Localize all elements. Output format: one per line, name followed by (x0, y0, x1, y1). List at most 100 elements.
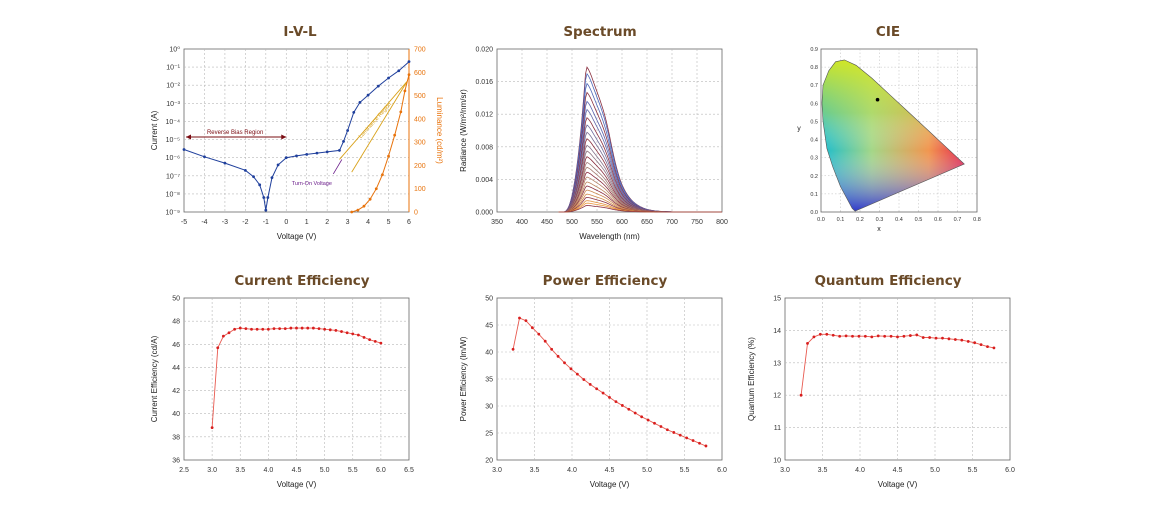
qe-y-tick-label: 14 (773, 328, 781, 335)
pe-point (659, 425, 663, 428)
cie-point (875, 97, 880, 102)
spectrum-curve (558, 196, 722, 213)
qe-point (915, 333, 919, 337)
pe-point (601, 391, 605, 395)
ivl-current-point (284, 156, 288, 160)
ce-point (323, 327, 327, 331)
ce-point (221, 334, 225, 338)
pe-point (685, 436, 689, 440)
pe-point (511, 347, 515, 351)
qe-point (902, 334, 906, 338)
ivl-current-point (305, 153, 309, 156)
spectrum-curve (558, 144, 722, 213)
spectrum-curve (558, 166, 722, 213)
cie-x-tick-label: 0.8 (973, 217, 981, 223)
qe-point (953, 338, 957, 341)
ce-x-tick-label: 5.0 (320, 467, 330, 474)
cie-x-tick-label: 0.3 (876, 217, 884, 223)
qe-x-tick-label: 4.5 (893, 467, 903, 474)
spectrum-curve (558, 100, 722, 213)
ce-point (216, 346, 220, 350)
ce-point (300, 326, 304, 330)
cie-x-axis-label: x (877, 226, 881, 233)
spectrum-curve (558, 66, 722, 213)
qe-point (992, 346, 996, 350)
spectrum-curve (558, 193, 722, 213)
qe-x-tick-label: 3.0 (780, 467, 790, 474)
qe-point (831, 333, 835, 337)
ce-x-tick-label: 2.5 (179, 467, 189, 474)
cie-y-tick-label: 0.4 (810, 138, 818, 144)
spectrum-x-tick-label: 650 (641, 219, 653, 226)
ivl-luminance-point (403, 89, 407, 93)
spectrum-curve (558, 161, 722, 213)
pe-point (646, 418, 650, 422)
ivl-luminance-point (368, 197, 372, 201)
qe-x-tick-label: 5.5 (968, 467, 978, 474)
cie-spectral-locus (821, 59, 965, 212)
pe-x-tick-label: 4.5 (605, 467, 615, 474)
qe-point (799, 393, 803, 397)
spectrum-x-tick-label: 800 (716, 219, 728, 226)
spectrum-curve (558, 176, 722, 213)
cie-plot-frame (820, 48, 978, 213)
ivl-current-point (346, 129, 350, 132)
pe-y-tick-label: 25 (485, 431, 493, 438)
ce-point (368, 338, 372, 342)
ce-y-tick-label: 44 (172, 365, 180, 372)
ce-point (255, 327, 259, 331)
ivl-current-point (407, 60, 411, 64)
ivl-luminance-region-line (339, 81, 408, 160)
qe-x-tick-label: 4.0 (855, 467, 865, 474)
ivl-luminance-region-label: Luminance Region (358, 102, 393, 140)
pe-point (543, 339, 547, 343)
ivl-y2-tick-label: 0 (414, 210, 418, 217)
ce-point (295, 326, 298, 330)
ivl-current-point (262, 196, 266, 199)
pe-point (575, 372, 579, 376)
spectrum-y-axis-label: Radiance (W/m²/nm/sr) (459, 89, 468, 172)
ivl-current-point (358, 101, 362, 104)
qe-point (806, 341, 809, 345)
ivl-reverse-bias-arrowhead-right (281, 134, 287, 140)
spectrum-y-tick-label: 0.012 (475, 112, 493, 119)
pe-y-tick-label: 20 (485, 458, 493, 465)
spectrum-curve (558, 205, 722, 213)
cie-y-tick-label: 0.2 (810, 174, 818, 180)
ce-point (238, 326, 242, 330)
ce-point (311, 326, 315, 330)
ivl-y-tick-label: 10⁻¹ (166, 65, 180, 72)
ivl-turn-on-label: Turn-On Voltage (292, 181, 332, 187)
ivl-luminance-point (399, 110, 403, 114)
spectrum-curve (558, 116, 722, 213)
pe-point (518, 316, 521, 320)
pe-point (608, 395, 611, 399)
ivl-y-tick-label: 10⁻⁵ (166, 137, 180, 144)
ivl-x-tick-label: 4 (366, 219, 370, 226)
qe-point (941, 336, 944, 340)
spectrum-x-tick-label: 750 (691, 219, 703, 226)
ivl-x-tick-label: -3 (222, 219, 228, 226)
pe-point (582, 378, 586, 381)
pe-y-tick-label: 40 (485, 350, 493, 357)
spectrum-x-tick-label: 450 (541, 219, 553, 226)
spectrum-x-axis-label: Wavelength (nm) (579, 232, 640, 241)
qe-y-tick-label: 15 (773, 296, 781, 303)
ivl-current-point (352, 110, 356, 114)
spectrum-title: Spectrum (563, 24, 637, 40)
qe-y-tick-label: 10 (773, 458, 781, 465)
cie-x-tick-label: 0.0 (817, 217, 825, 223)
cie-y-tick-label: 0.8 (810, 65, 818, 71)
spectrum-curve (558, 82, 722, 213)
spectrum-curve (558, 108, 722, 213)
ce-point (250, 327, 253, 331)
spectrum-curve (558, 91, 722, 213)
qe-point (960, 338, 964, 342)
pe-point (620, 404, 624, 407)
pe-x-tick-label: 3.5 (530, 467, 540, 474)
pe-y-tick-label: 45 (485, 323, 493, 330)
ivl-current-point (387, 76, 390, 80)
ivl-current-point (223, 161, 227, 165)
ivl-current-point (325, 150, 329, 154)
ivl-y-tick-label: 10⁻⁷ (166, 173, 180, 180)
